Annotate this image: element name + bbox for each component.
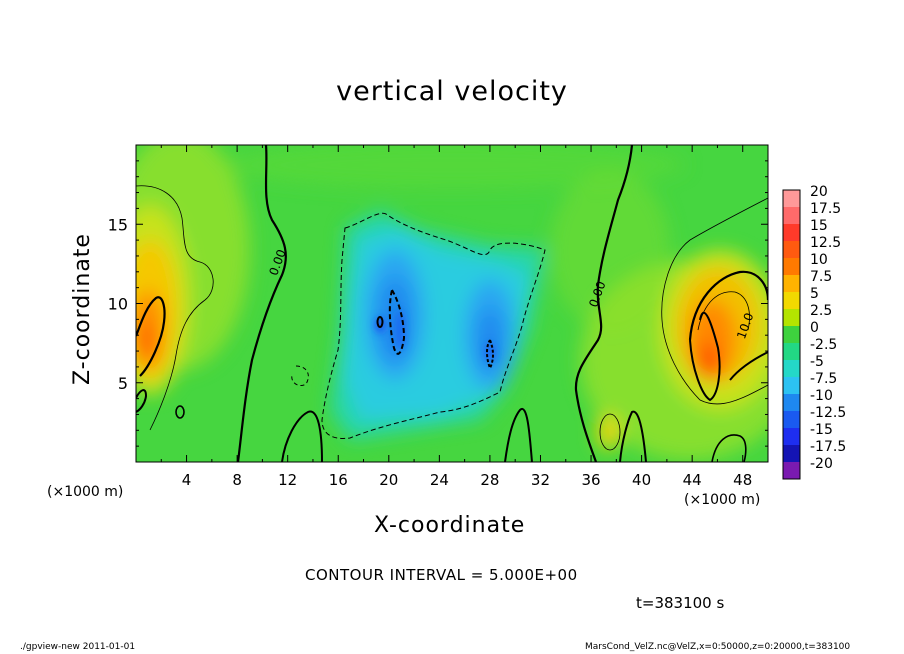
x-tick-label: 36 [581, 471, 600, 489]
x-tick-label: 40 [632, 471, 651, 489]
colorbar-cell [783, 445, 800, 462]
x-tick-label: 24 [430, 471, 449, 489]
colorbar-cell [783, 224, 800, 241]
x-tick-label: 4 [182, 471, 192, 489]
colorbar-tick-label: 17.5 [810, 201, 841, 217]
colorbar-tick-label: -2.5 [810, 337, 837, 353]
colorbar: 2017.51512.5107.552.50-2.5-5-7.5-10-12.5… [782, 184, 846, 480]
colorbar-cell [783, 360, 800, 377]
colorbar-frame [782, 189, 801, 480]
y-tick-label: 15 [108, 215, 128, 234]
x-tick-label: 8 [232, 471, 242, 489]
colorbar-tick-label: 0 [810, 320, 819, 336]
footer-right: MarsCond_VelZ.nc@VelZ,x=0:50000,z=0:2000… [585, 642, 851, 652]
colorbar-cell [783, 207, 800, 224]
y-axis: 5 10 15 [108, 160, 768, 447]
x-tick-label: 28 [480, 471, 499, 489]
colorbar-cell [783, 309, 800, 326]
colorbar-tick-label: 7.5 [810, 269, 832, 285]
colorbar-cell [783, 241, 800, 258]
colorbar-cell [783, 258, 800, 275]
footer-left: ./gpview-new 2011-01-01 [20, 642, 136, 652]
colorbar-cell [783, 292, 800, 309]
colorbar-cell [783, 428, 800, 445]
colorbar-tick-label: -15 [810, 422, 833, 438]
colorbar-tick-label: 2.5 [810, 303, 832, 319]
colorbar-cell [783, 377, 800, 394]
colorbar-tick-label: 12.5 [810, 235, 841, 251]
colorbar-tick-label: 15 [810, 218, 828, 234]
colorbar-tick-label: -17.5 [810, 439, 846, 455]
colorbar-tick-label: -20 [810, 456, 833, 472]
y-tick-label: 5 [118, 374, 128, 393]
colorbar-cell [783, 190, 800, 207]
y-axis-label: Z-coordinate [70, 233, 95, 385]
x-axis: 4 8 12 16 20 24 28 32 36 40 44 48 [160, 145, 752, 489]
colorbar-cell [783, 343, 800, 360]
colorbar-cell [783, 394, 800, 411]
x-unit-label-left: (×1000 m) [47, 484, 124, 500]
y-tick-label: 10 [108, 295, 128, 314]
colorbar-tick-label: 5 [810, 286, 819, 302]
colorbar-cell [783, 326, 800, 343]
x-tick-label: 32 [531, 471, 550, 489]
x-tick-label: 16 [329, 471, 348, 489]
x-axis-label: X-coordinate [374, 513, 526, 538]
colorbar-tick-label: -10 [810, 388, 833, 404]
x-tick-label: 48 [733, 471, 752, 489]
chart-title: vertical velocity [336, 76, 568, 107]
x-tick-label: 20 [379, 471, 398, 489]
colorbar-tick-label: 20 [810, 184, 828, 200]
colorbar-tick-label: -5 [810, 354, 824, 370]
contour-interval-note: CONTOUR INTERVAL = 5.000E+00 [305, 566, 578, 584]
colorbar-cell [783, 462, 800, 479]
colorbar-tick-label: -7.5 [810, 371, 837, 387]
colorbar-tick-label: -12.5 [810, 405, 846, 421]
velocity-field [136, 145, 768, 462]
x-tick-label: 44 [683, 471, 702, 489]
x-unit-label-right: (×1000 m) [684, 492, 761, 508]
colorbar-cell [783, 411, 800, 428]
colorbar-tick-label: 10 [810, 252, 828, 268]
contour-lines [136, 145, 768, 462]
x-tick-label: 12 [278, 471, 297, 489]
time-label: t=383100 s [636, 594, 725, 612]
colorbar-cell [783, 275, 800, 292]
